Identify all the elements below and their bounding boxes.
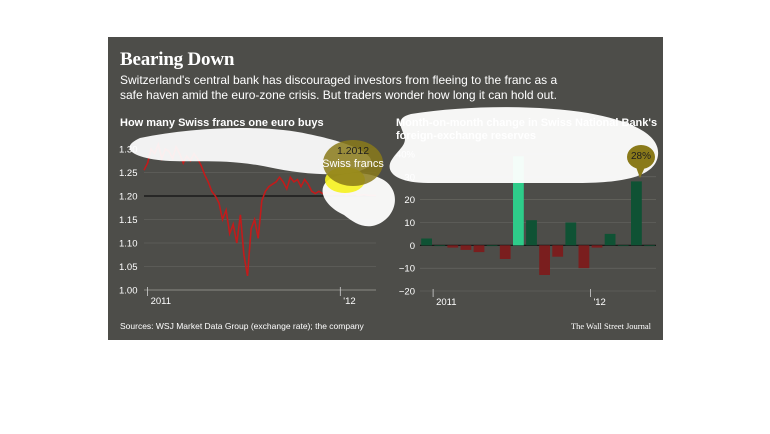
- reserve-bar: [486, 245, 498, 247]
- reserve-bar: [473, 245, 485, 253]
- left-x-tick-label: '12: [343, 296, 355, 307]
- reserve-bar: [644, 245, 655, 247]
- left-y-tick-label: 1.20: [119, 192, 138, 203]
- graphic-title: Bearing Down: [120, 49, 235, 70]
- reserve-bar: [617, 245, 629, 247]
- reserves-bars: [421, 156, 655, 275]
- rate-callout-unit: Swiss francs: [322, 158, 384, 170]
- left-y-tick-label: 1.25: [119, 168, 138, 179]
- reserve-bar: [434, 245, 446, 247]
- left-x-tick-label: 2011: [151, 296, 171, 307]
- right-y-tick-label: 30: [404, 172, 415, 183]
- reserve-bar: [421, 238, 432, 246]
- reserve-bar: [447, 245, 459, 248]
- wsj-graphic: Bearing Down Switzerland's central bank …: [108, 37, 663, 340]
- left-y-tick-label: 1.05: [119, 262, 138, 273]
- reserve-bar: [513, 156, 524, 246]
- right-x-axis: 2011 '12: [432, 289, 606, 308]
- left-y-tick-label: 1.10: [119, 239, 138, 250]
- right-x-tick-label: 2011: [436, 297, 456, 308]
- exchange-rate-chart-title: How many Swiss francs one euro buys: [120, 117, 324, 129]
- reserve-bar: [578, 245, 590, 269]
- reserve-bar: [460, 245, 472, 250]
- reserve-bar: [591, 245, 603, 248]
- publisher-credit: The Wall Street Journal: [570, 321, 651, 331]
- right-y-tick-label: 40%: [396, 150, 416, 161]
- reserve-bar: [499, 245, 511, 259]
- left-y-tick-label: 1.00: [119, 286, 138, 297]
- reserve-bar: [604, 233, 616, 246]
- right-y-tick-label: 20: [404, 195, 415, 206]
- left-y-axis: 1.30 1.25 1.20 1.15 1.10 1.05 1.00: [119, 145, 138, 297]
- source-note: Sources: WSJ Market Data Group (exchange…: [120, 321, 364, 331]
- left-y-tick-label: 1.15: [119, 215, 138, 226]
- graphic-subtitle: Switzerland's central bank has discourag…: [120, 73, 558, 102]
- reserve-bar: [552, 245, 564, 257]
- right-grid: [420, 153, 656, 292]
- reserves-bar-chart: 40% 30 20 10 0 −10 −20 2011 '12: [396, 150, 656, 308]
- reserve-bar: [565, 222, 577, 246]
- right-y-tick-label: 10: [404, 218, 415, 229]
- right-y-tick-label: −10: [399, 264, 415, 275]
- reserve-callout-value: 28%: [630, 151, 651, 162]
- reserve-bar: [631, 181, 642, 246]
- right-y-tick-label: −20: [399, 287, 415, 298]
- left-y-tick-label: 1.30: [119, 145, 138, 156]
- rate-callout-value: 1.2012: [336, 145, 370, 157]
- right-y-axis: 40% 30 20 10 0 −10 −20: [396, 150, 416, 298]
- reserve-bar: [539, 245, 550, 275]
- reserve-bar: [526, 220, 537, 246]
- left-x-axis: 2011 '12: [147, 287, 356, 307]
- right-y-tick-label: 0: [410, 241, 415, 252]
- right-x-tick-label: '12: [593, 297, 605, 308]
